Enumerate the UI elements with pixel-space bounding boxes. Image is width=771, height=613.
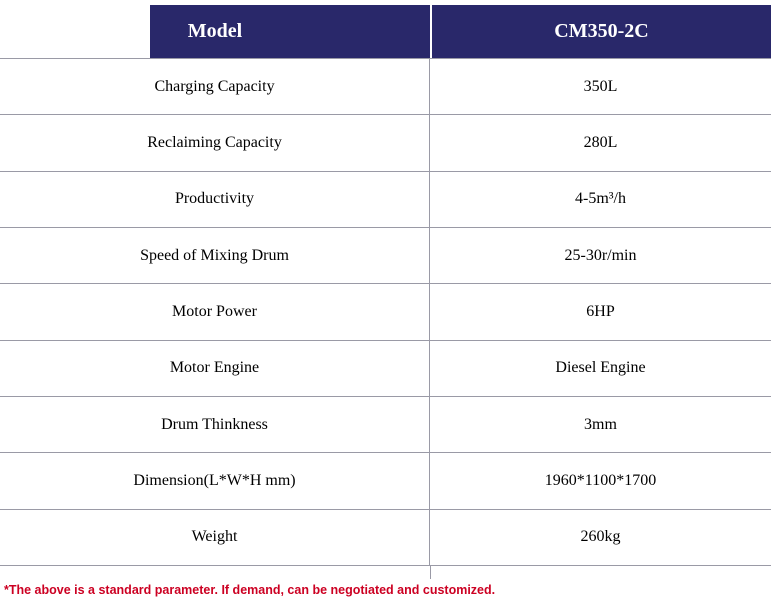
spec-value: 6HP — [586, 302, 615, 320]
spec-label: Drum Thinkness — [0, 396, 430, 453]
spec-value: 350L — [583, 77, 618, 95]
spec-label: Dimension(L*W*H mm) — [0, 453, 430, 509]
table-header-background — [150, 5, 771, 58]
header-model-label: Model — [187, 20, 243, 42]
spec-value: 280L — [583, 133, 618, 151]
spec-value: 3mm — [584, 415, 617, 433]
spec-label: Speed of Mixing Drum — [0, 227, 430, 284]
spec-label: Reclaiming Capacity — [0, 115, 430, 171]
table-row: Weight 260kg — [0, 509, 771, 566]
table-row: Speed of Mixing Drum 25-30r/min — [0, 227, 771, 285]
table-row: Motor Power 6HP — [0, 284, 771, 341]
spec-label: Charging Capacity — [0, 59, 430, 115]
spec-value: 260kg — [580, 528, 621, 546]
table-row: Reclaiming Capacity 280L — [0, 115, 771, 172]
spec-value: Diesel Engine — [555, 359, 646, 377]
header-column-divider — [430, 5, 432, 58]
spec-table-body: Charging Capacity 350L Reclaiming Capaci… — [0, 58, 771, 566]
spec-value: 4-5m³/h — [574, 190, 626, 208]
spec-label: Motor Engine — [0, 340, 430, 396]
table-bottom-divider-segment — [430, 566, 431, 579]
table-row: Drum Thinkness 3mm — [0, 396, 771, 454]
standard-parameter-note: *The above is a standard parameter. If d… — [4, 583, 496, 597]
spec-label: Weight — [0, 509, 430, 565]
spec-value: 1960*1100*1700 — [544, 471, 657, 489]
table-row: Motor Engine Diesel Engine — [0, 340, 771, 397]
spec-label: Motor Power — [0, 284, 430, 340]
spec-value: 25-30r/min — [564, 246, 637, 264]
table-row: Dimension(L*W*H mm) 1960*1100*1700 — [0, 453, 771, 510]
header-model-value: CM350-2C — [554, 20, 649, 42]
table-row: Charging Capacity 350L — [0, 59, 771, 116]
table-row: Productivity 4-5m³/h — [0, 171, 771, 228]
spec-label: Productivity — [0, 171, 430, 227]
